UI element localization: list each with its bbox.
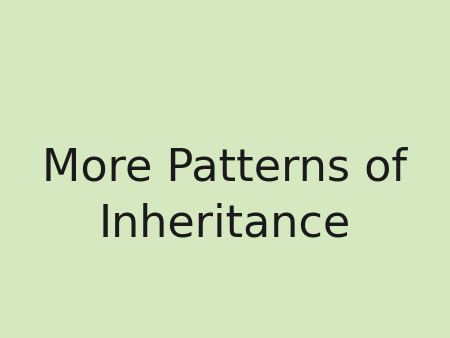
Text: More Patterns of
Inheritance: More Patterns of Inheritance	[42, 146, 408, 246]
